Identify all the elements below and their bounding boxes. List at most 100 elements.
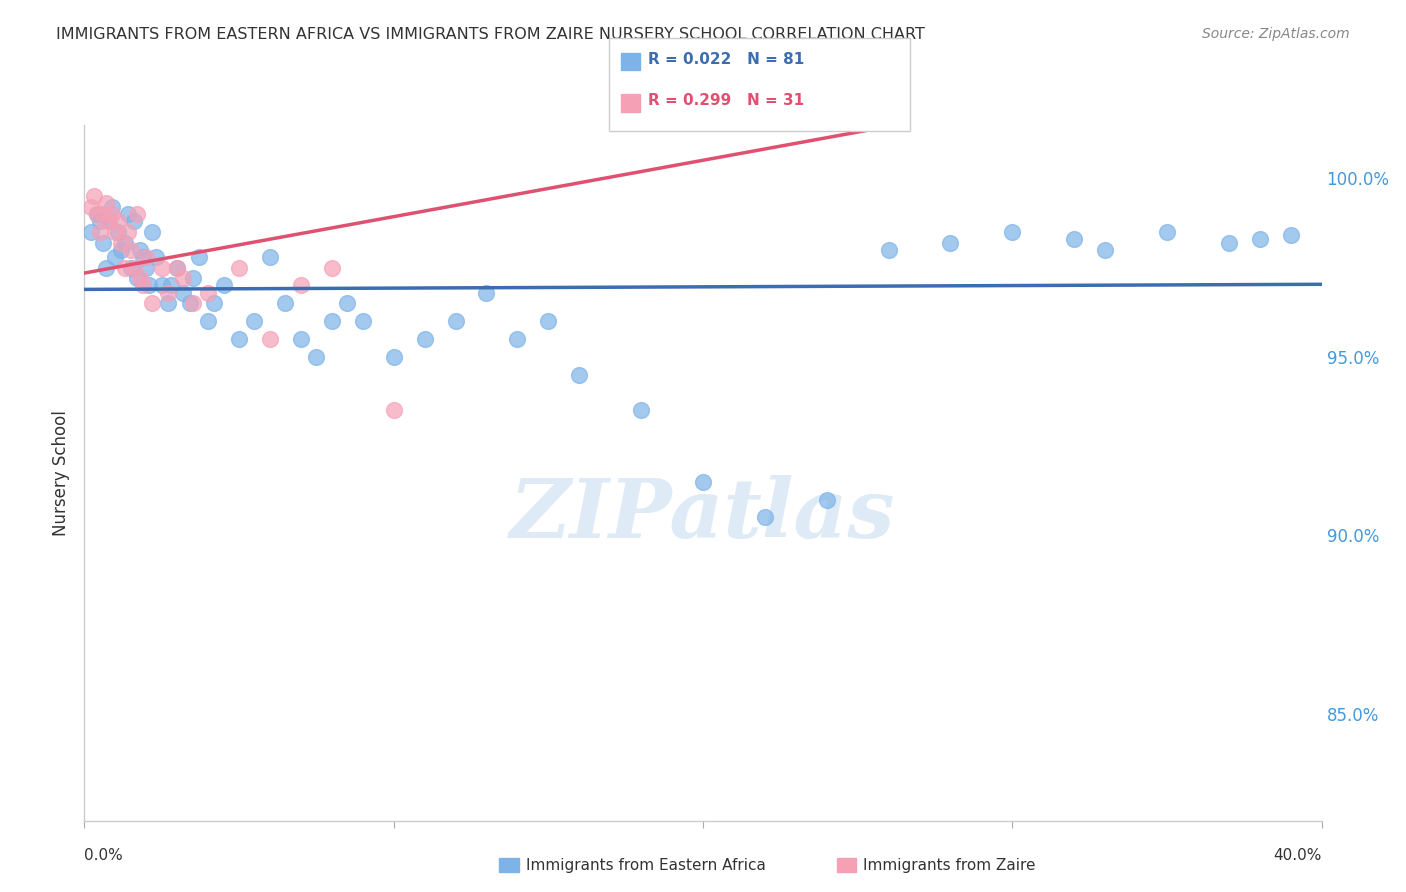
Point	[150, 260, 173, 275]
Point	[259, 250, 281, 264]
Point	[141, 296, 163, 310]
Point	[1063, 232, 1085, 246]
Point	[630, 403, 652, 417]
Point	[94, 196, 117, 211]
Text: R = 0.022   N = 81: R = 0.022 N = 81	[648, 53, 804, 67]
Point	[754, 510, 776, 524]
Point	[86, 207, 108, 221]
Point	[156, 296, 179, 310]
Point	[352, 314, 374, 328]
Point	[166, 260, 188, 275]
Point	[475, 285, 498, 300]
Point	[1249, 232, 1271, 246]
Point	[83, 189, 105, 203]
Point	[129, 243, 152, 257]
Point	[98, 214, 121, 228]
Point	[122, 214, 145, 228]
Point	[506, 332, 529, 346]
Point	[212, 278, 235, 293]
Text: ZIPatlas: ZIPatlas	[510, 475, 896, 555]
Point	[305, 350, 328, 364]
Point	[1156, 225, 1178, 239]
Point	[138, 278, 160, 293]
Y-axis label: Nursery School: Nursery School	[52, 409, 70, 536]
Point	[321, 260, 343, 275]
Point	[117, 225, 139, 239]
Text: 40.0%: 40.0%	[1274, 848, 1322, 863]
Point	[290, 332, 312, 346]
Point	[692, 475, 714, 489]
Point	[132, 278, 155, 293]
Point	[568, 368, 591, 382]
Point	[120, 260, 142, 275]
Point	[94, 260, 117, 275]
Point	[110, 235, 132, 250]
Point	[160, 278, 183, 293]
Point	[135, 260, 157, 275]
Point	[444, 314, 467, 328]
Point	[91, 207, 114, 221]
Point	[179, 296, 201, 310]
Point	[91, 235, 114, 250]
Point	[132, 250, 155, 264]
Point	[382, 350, 405, 364]
Point	[110, 243, 132, 257]
Point	[197, 285, 219, 300]
Point	[187, 250, 209, 264]
Point	[181, 296, 204, 310]
Point	[104, 225, 127, 239]
Point	[1001, 225, 1024, 239]
Point	[107, 214, 129, 228]
Point	[336, 296, 359, 310]
Text: R = 0.299   N = 31: R = 0.299 N = 31	[648, 94, 804, 108]
Point	[1279, 228, 1302, 243]
Point	[202, 296, 225, 310]
Point	[107, 225, 129, 239]
Point	[228, 332, 250, 346]
Text: IMMIGRANTS FROM EASTERN AFRICA VS IMMIGRANTS FROM ZAIRE NURSERY SCHOOL CORRELATI: IMMIGRANTS FROM EASTERN AFRICA VS IMMIGR…	[56, 27, 925, 42]
Point	[413, 332, 436, 346]
Point	[141, 225, 163, 239]
Point	[166, 260, 188, 275]
Point	[156, 285, 179, 300]
Point	[1094, 243, 1116, 257]
Point	[537, 314, 560, 328]
Point	[181, 271, 204, 285]
Point	[101, 200, 124, 214]
Point	[382, 403, 405, 417]
Point	[274, 296, 297, 310]
Point	[1218, 235, 1240, 250]
Point	[117, 207, 139, 221]
Point	[79, 200, 101, 214]
Text: Immigrants from Zaire: Immigrants from Zaire	[863, 858, 1036, 872]
Point	[114, 260, 136, 275]
Point	[89, 225, 111, 239]
Text: 0.0%: 0.0%	[84, 848, 124, 863]
Point	[101, 207, 124, 221]
Point	[120, 243, 142, 257]
Text: Source: ZipAtlas.com: Source: ZipAtlas.com	[1202, 27, 1350, 41]
Point	[939, 235, 962, 250]
Point	[197, 314, 219, 328]
Point	[104, 250, 127, 264]
Point	[98, 214, 121, 228]
Point	[89, 214, 111, 228]
Point	[86, 207, 108, 221]
Point	[125, 207, 148, 221]
Point	[129, 271, 152, 285]
Point	[145, 250, 167, 264]
Point	[122, 260, 145, 275]
Point	[125, 271, 148, 285]
Point	[321, 314, 343, 328]
Point	[79, 225, 101, 239]
Point	[172, 271, 194, 285]
Point	[243, 314, 266, 328]
Point	[290, 278, 312, 293]
Point	[172, 285, 194, 300]
Point	[150, 278, 173, 293]
Point	[815, 492, 838, 507]
Point	[877, 243, 900, 257]
Point	[259, 332, 281, 346]
Text: Immigrants from Eastern Africa: Immigrants from Eastern Africa	[526, 858, 766, 872]
Point	[135, 250, 157, 264]
